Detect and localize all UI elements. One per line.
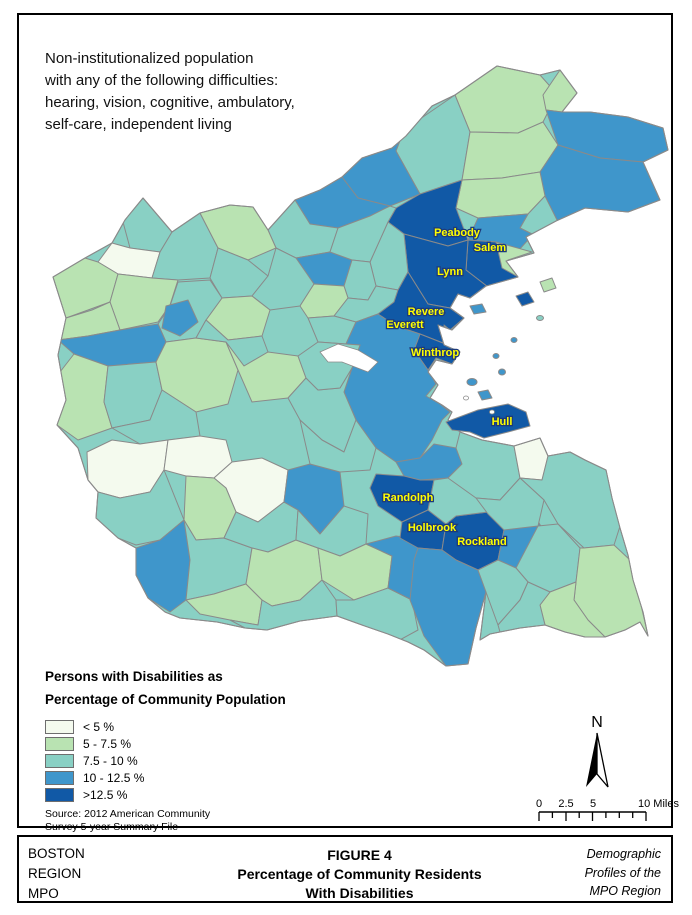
figure-title-line: With Disabilities: [305, 885, 414, 901]
scale-end-label: 10 Miles: [638, 798, 679, 810]
legend-swatch-10-125: [45, 770, 74, 785]
scale-bar: 0 2.5 5 10 Miles: [535, 798, 689, 824]
legend-label: >12.5 %: [83, 787, 128, 802]
legend-row: < 5 %: [45, 718, 286, 735]
legend-rows: < 5 % 5 - 7.5 % 7.5 - 10 % 10 - 12.5 % >…: [45, 718, 286, 803]
scale-tick-label: 5: [589, 798, 597, 810]
legend-title-line2: Percentage of Community Population: [45, 692, 286, 707]
legend-label: 10 - 12.5 %: [83, 770, 145, 785]
legend-label: 5 - 7.5 %: [83, 736, 132, 751]
agency-name: BOSTON REGION MPO: [19, 837, 178, 901]
north-arrow: N: [567, 707, 627, 799]
legend-label: < 5 %: [83, 719, 115, 734]
agency-line: BOSTON: [28, 846, 85, 861]
scale-tick-label: 0: [535, 798, 543, 810]
legend-title: Persons with Disabilities as Percentage …: [45, 665, 286, 711]
report-name: Demographic Profiles of the MPO Region: [541, 837, 671, 901]
north-label: N: [591, 714, 603, 731]
scale-bar-ruler: [538, 811, 647, 821]
title-block: BOSTON REGION MPO FIGURE 4 Percentage of…: [17, 835, 673, 903]
map-description: Non-institutionalized population with an…: [45, 48, 295, 136]
source-note: Source: 2012 American Community Survey 5…: [45, 808, 286, 834]
legend-swatch-5-75: [45, 736, 74, 751]
map-panel: Non-institutionalized population with an…: [17, 13, 679, 833]
legend-row: 10 - 12.5 %: [45, 769, 286, 786]
legend-title-line1: Persons with Disabilities as: [45, 669, 223, 684]
figure-title: FIGURE 4 Percentage of Community Residen…: [178, 837, 541, 901]
report-line: MPO Region: [589, 884, 661, 898]
legend-swatch-lt5: [45, 719, 74, 734]
description-line: with any of the following difficulties:: [45, 72, 279, 89]
legend-label: 7.5 - 10 %: [83, 753, 138, 768]
description-line: Non-institutionalized population: [45, 50, 254, 67]
description-line: hearing, vision, cognitive, ambulatory,: [45, 94, 295, 111]
legend-swatch-gt125: [45, 787, 74, 802]
description-line: self-care, independent living: [45, 116, 232, 133]
report-line: Demographic: [586, 847, 661, 861]
report-line: Profiles of the: [584, 865, 661, 880]
map-legend: Persons with Disabilities as Percentage …: [45, 665, 286, 834]
agency-line: REGION: [28, 866, 82, 881]
legend-row: 7.5 - 10 %: [45, 752, 286, 769]
north-arrow-left: [586, 733, 597, 787]
figure-number: FIGURE 4: [327, 847, 392, 863]
legend-swatch-75-10: [45, 753, 74, 768]
source-line1: Source: 2012 American Community: [45, 808, 211, 820]
legend-row: 5 - 7.5 %: [45, 735, 286, 752]
north-arrow-right: [596, 732, 609, 788]
scale-tick-label: 2.5: [558, 798, 574, 810]
agency-line: MPO: [28, 886, 59, 901]
source-line2: Survey 5-year Summary File: [45, 821, 179, 833]
figure-title-line: Percentage of Community Residents: [237, 866, 482, 882]
legend-row: >12.5 %: [45, 786, 286, 803]
